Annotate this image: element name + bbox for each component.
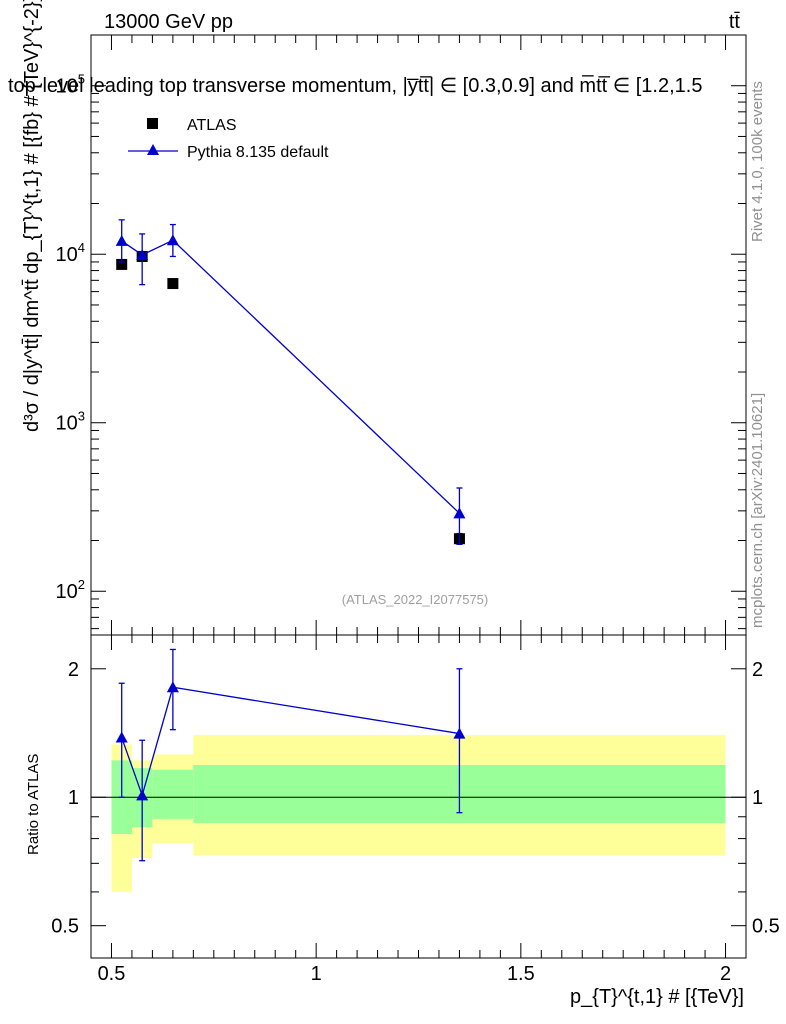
main-y-tick-label: 103 [56,409,85,435]
pythia-line [121,239,460,514]
ratio-y-tick-label: 2 [68,659,79,681]
legend-pythia-label: Pythia 8.135 default [187,144,329,161]
legend-atlas-marker [147,118,158,129]
ratio-y-tick-label-right: 1 [752,787,763,809]
pythia-point-1 [136,248,149,260]
plot-title: top-level leading top transverse momentu… [8,74,702,97]
pythia-point-2 [166,234,179,246]
ratio-pythia-point-1 [136,789,149,801]
mcplots-source-label: mcplots.cern.ch [arXiv:2401.10621] [749,393,766,628]
pythia-point-0 [115,234,128,246]
rivet-version-label: Rivet 4.1.0, 100k events [749,81,766,242]
data-marks [115,219,466,862]
energy-label: 13000 GeV pp [104,11,233,33]
main-y-tick-label: 104 [56,240,85,266]
legend-pythia-marker [147,144,159,155]
x-axis-label: p_{T}^{t,1} # [{TeV}] [570,986,744,1008]
x-tick-label: 1 [311,963,322,985]
legend-atlas-label: ATLAS [187,117,237,134]
ratio-y-tick-label-right: 2 [752,659,763,681]
atlas-point-2 [167,278,179,290]
ratio-uncertainty-bands [111,734,726,892]
ratio-pythia-point-0 [115,731,128,743]
ratio-y-tick-label-right: 0.5 [752,916,780,938]
ratio-y-axis-label: Ratio to ATLAS [25,754,42,855]
ratio-pythia-line [121,686,460,798]
band-inner-2 [152,769,194,819]
main-y-tick-label: 105 [56,72,85,98]
analysis-reference-tag: (ATLAS_2022_I2077575) [342,592,488,607]
main-y-tick-label: 102 [56,577,85,603]
ratio-pythia-point-3 [453,727,466,739]
ratio-pythia-point-2 [166,681,179,693]
atlas-point-0 [116,258,128,270]
axis-ticks: 102 103 104 105 0.5 0.5 1 1 2 2 0.5 1 1.5 2 [51,34,780,985]
ratio-y-tick-label: 0.5 [51,916,79,938]
main-y-axis-label: d³σ / d|y^tt̄| dm^tt̄ dp_{T}^{t,1} # [{f… [21,0,43,432]
process-label: tt̄ [729,11,741,33]
pythia-point-3 [453,507,466,519]
ratio-y-tick-label: 1 [68,787,79,809]
x-tick-label: 0.5 [98,963,126,985]
x-tick-label: 2 [720,963,731,985]
x-tick-label: 1.5 [507,963,535,985]
